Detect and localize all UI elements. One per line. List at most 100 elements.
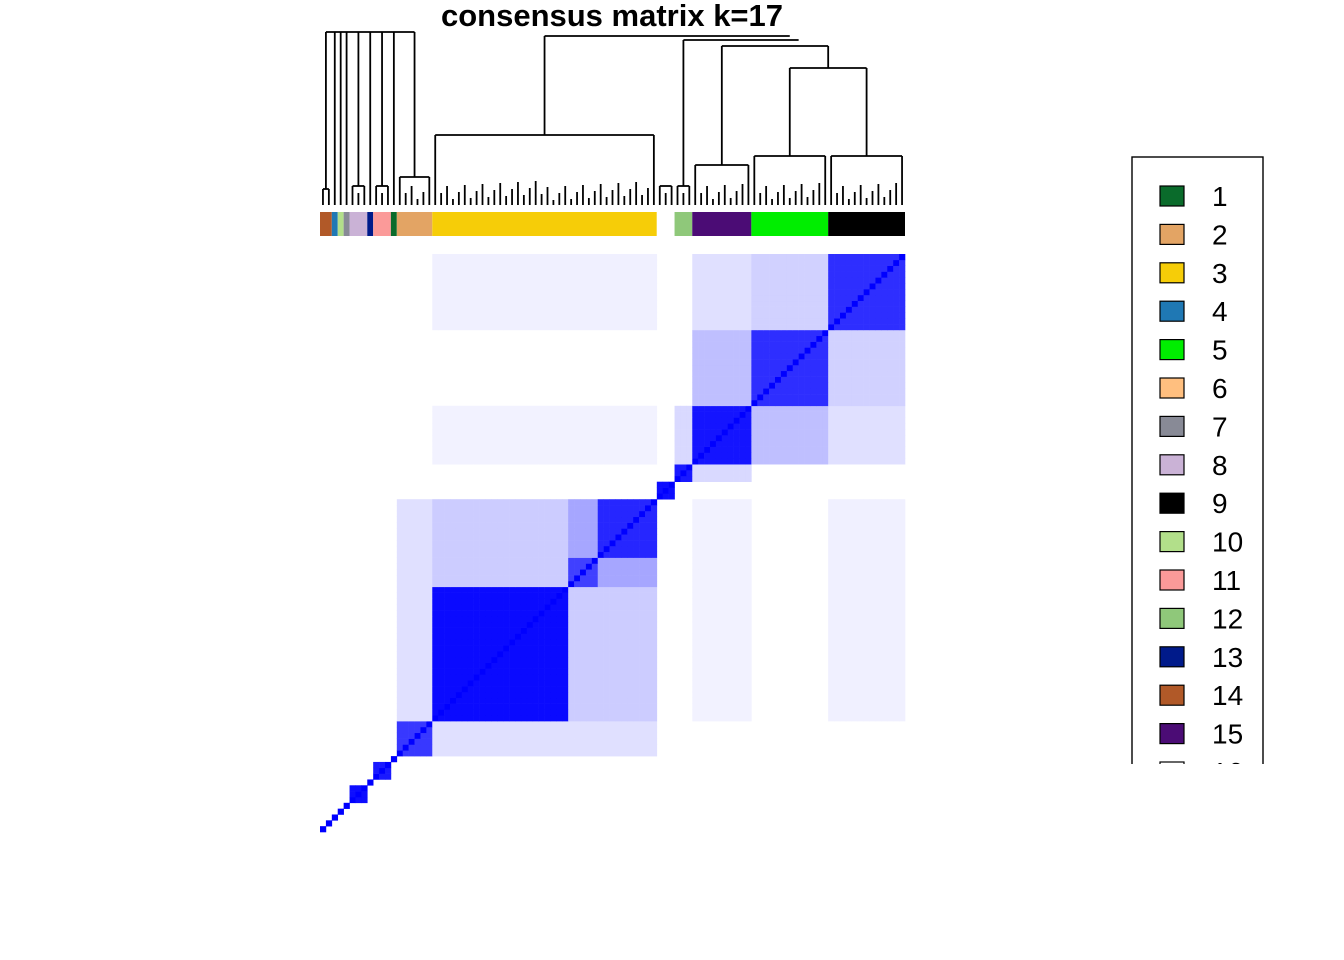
heatmap-cell	[456, 272, 462, 278]
heatmap-cell	[828, 686, 834, 692]
heatmap-cell	[586, 417, 592, 423]
heatmap-cell	[840, 400, 846, 406]
heatmap-cell	[810, 342, 816, 348]
heatmap-cell	[568, 318, 574, 324]
heatmap-cell	[562, 610, 568, 616]
heatmap-cell	[409, 610, 415, 616]
heatmap-cell	[722, 528, 728, 534]
heatmap-cell	[545, 458, 551, 464]
heatmap-cell	[769, 347, 775, 353]
heatmap-cell	[710, 680, 716, 686]
heatmap-cell	[645, 744, 651, 750]
heatmap-cell	[881, 301, 887, 307]
heatmap-cell	[858, 645, 864, 651]
heatmap-cell	[468, 628, 474, 634]
column-dendrogram	[323, 32, 902, 205]
heatmap-cell	[846, 633, 852, 639]
heatmap-cell	[480, 622, 486, 628]
heatmap-cell	[586, 301, 592, 307]
heatmap-cell	[444, 686, 450, 692]
heatmap-cell	[757, 347, 763, 353]
heatmap-cell	[799, 301, 805, 307]
heatmap-cell	[397, 622, 403, 628]
heatmap-cell	[704, 289, 710, 295]
heatmap-cell	[592, 598, 598, 604]
heatmap-cell	[805, 371, 811, 377]
heatmap-cell	[426, 505, 432, 511]
heatmap-cell	[397, 628, 403, 634]
heatmap-cell	[828, 342, 834, 348]
heatmap-cell	[503, 686, 509, 692]
heatmap-cell	[480, 733, 486, 739]
heatmap-cell	[816, 447, 822, 453]
heatmap-cell	[893, 569, 899, 575]
heatmap-cell	[562, 569, 568, 575]
heatmap-cell	[621, 523, 627, 529]
heatmap-cell	[444, 639, 450, 645]
heatmap-cell	[875, 633, 881, 639]
heatmap-cell	[462, 733, 468, 739]
heatmap-cell	[397, 593, 403, 599]
heatmap-cell	[627, 517, 633, 523]
heatmap-cell	[893, 587, 899, 593]
class-bar-segment-12	[675, 212, 693, 236]
heatmap-cell	[704, 406, 710, 412]
heatmap-cell	[403, 721, 409, 727]
heatmap-cell	[533, 698, 539, 704]
heatmap-cell	[468, 692, 474, 698]
heatmap-cell	[710, 318, 716, 324]
heatmap-cell	[533, 283, 539, 289]
heatmap-cell	[834, 336, 840, 342]
heatmap-cell	[562, 412, 568, 418]
heatmap-cell	[403, 575, 409, 581]
heatmap-cell	[562, 639, 568, 645]
heatmap-cell	[864, 324, 870, 330]
heatmap-cell	[893, 382, 899, 388]
heatmap-cell	[734, 423, 740, 429]
heatmap-cell	[734, 598, 740, 604]
heatmap-cell	[692, 680, 698, 686]
heatmap-cell	[568, 307, 574, 313]
heatmap-cell	[432, 511, 438, 517]
heatmap-cell	[840, 552, 846, 558]
heatmap-cell	[745, 464, 751, 470]
heatmap-cell	[621, 505, 627, 511]
heatmap-cell	[881, 704, 887, 710]
heatmap-cell	[751, 359, 757, 365]
heatmap-cell	[651, 739, 657, 745]
heatmap-cell	[562, 581, 568, 587]
heatmap-cell	[834, 283, 840, 289]
heatmap-cell	[420, 511, 426, 517]
heatmap-cell	[828, 412, 834, 418]
heatmap-cell	[480, 429, 486, 435]
heatmap-cell	[574, 604, 580, 610]
heatmap-cell	[468, 633, 474, 639]
heatmap-cell	[592, 633, 598, 639]
heatmap-cell	[698, 651, 704, 657]
heatmap-cell	[550, 674, 556, 680]
heatmap-cell	[692, 464, 698, 470]
heatmap-cell	[858, 353, 864, 359]
heatmap-cell	[527, 645, 533, 651]
heatmap-cell	[675, 464, 681, 470]
heatmap-cell	[899, 353, 905, 359]
heatmap-cell	[409, 686, 415, 692]
heatmap-cell	[562, 733, 568, 739]
heatmap-cell	[822, 447, 828, 453]
heatmap-cell	[893, 511, 899, 517]
heatmap-cell	[846, 546, 852, 552]
heatmap-cell	[598, 575, 604, 581]
heatmap-cell	[621, 715, 627, 721]
heatmap-cell	[899, 558, 905, 564]
heatmap-cell	[598, 429, 604, 435]
heatmap-cell	[763, 371, 769, 377]
heatmap-cell	[432, 633, 438, 639]
heatmap-cell	[852, 604, 858, 610]
heatmap-cell	[550, 523, 556, 529]
heatmap-cell	[438, 499, 444, 505]
heatmap-cell	[521, 651, 527, 657]
heatmap-cell	[527, 307, 533, 313]
heatmap-cell	[438, 272, 444, 278]
heatmap-cell	[716, 558, 722, 564]
heatmap-cell	[598, 523, 604, 529]
